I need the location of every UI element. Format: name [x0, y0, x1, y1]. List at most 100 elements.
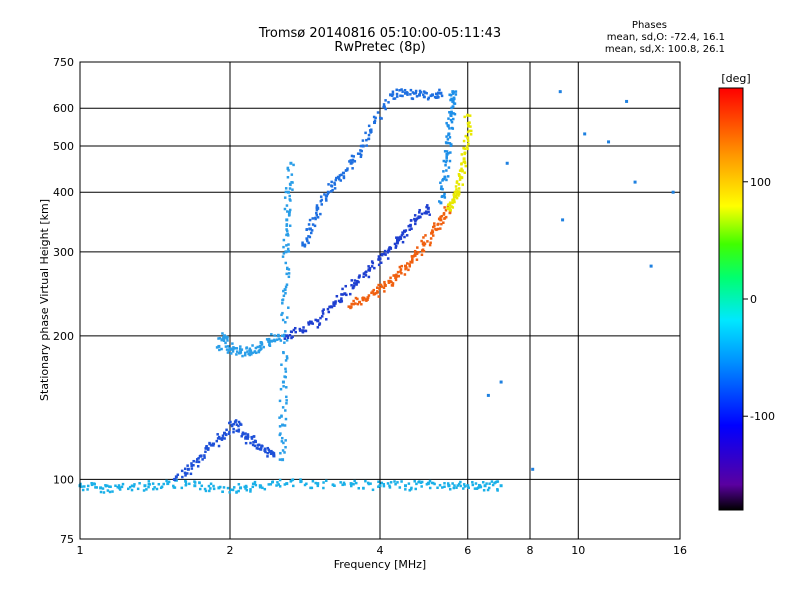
data-point — [249, 441, 252, 445]
data-point — [226, 486, 230, 490]
data-point — [387, 248, 390, 251]
data-point — [453, 484, 456, 487]
data-point — [289, 480, 293, 483]
data-point — [245, 488, 249, 492]
data-point — [208, 489, 211, 493]
data-point — [221, 490, 224, 493]
data-point — [243, 485, 246, 489]
data-point — [190, 464, 193, 468]
data-point — [340, 293, 343, 296]
data-point — [371, 488, 375, 492]
data-point — [280, 363, 283, 366]
data-point — [399, 94, 402, 97]
data-point — [340, 173, 343, 177]
data-point — [244, 441, 248, 445]
data-point — [310, 486, 314, 490]
data-point — [197, 460, 201, 464]
data-point — [263, 487, 267, 491]
data-point — [409, 93, 412, 96]
data-point — [350, 484, 353, 488]
data-point — [442, 177, 446, 181]
data-point — [367, 294, 371, 297]
data-point — [308, 235, 312, 239]
data-point — [490, 480, 494, 483]
data-point — [282, 385, 285, 388]
data-point — [449, 118, 453, 122]
data-point — [316, 216, 320, 219]
data-point — [415, 95, 419, 98]
data-point — [394, 276, 398, 280]
data-point — [278, 399, 282, 403]
data-point — [417, 93, 421, 97]
data-point — [420, 253, 424, 257]
data-point — [233, 420, 237, 424]
data-point — [273, 334, 276, 337]
data-point — [411, 91, 415, 94]
data-point — [231, 488, 235, 492]
data-point — [393, 480, 396, 483]
data-point — [386, 482, 390, 485]
data-point — [455, 190, 459, 194]
data-point — [397, 274, 400, 278]
data-point — [217, 444, 221, 448]
data-point — [379, 116, 382, 120]
data-point — [184, 474, 187, 477]
data-point — [283, 337, 287, 340]
trace-F2-X-yellow — [446, 113, 473, 212]
data-point — [404, 229, 408, 232]
data-point — [167, 480, 171, 484]
data-point — [390, 94, 394, 97]
data-point — [391, 284, 395, 287]
data-point — [334, 300, 337, 303]
data-point — [446, 141, 450, 145]
data-point — [458, 174, 461, 177]
data-point — [393, 274, 396, 277]
data-point — [377, 485, 380, 488]
data-point — [350, 284, 353, 287]
data-point — [496, 489, 499, 492]
data-point — [207, 447, 210, 450]
data-point — [259, 448, 263, 451]
data-point — [444, 163, 447, 167]
data-point — [351, 158, 355, 162]
data-point — [359, 153, 363, 157]
data-point — [464, 134, 467, 138]
data-point — [292, 328, 296, 332]
data-point — [240, 348, 244, 351]
data-point — [127, 487, 130, 491]
data-point — [449, 113, 453, 116]
data-point — [437, 95, 440, 99]
data-point — [275, 484, 278, 487]
data-point — [422, 241, 425, 244]
data-point — [345, 169, 348, 172]
data-point — [441, 486, 444, 489]
data-point — [286, 247, 290, 251]
data-point — [361, 144, 365, 148]
chart-title: Tromsø 20140816 05:10:00-05:11:43 — [258, 26, 502, 41]
data-point — [607, 140, 611, 144]
data-point — [288, 334, 292, 337]
data-point — [210, 444, 213, 447]
data-point — [237, 489, 240, 493]
data-point — [291, 335, 294, 339]
data-point — [391, 93, 395, 96]
colorbar-tick-label: 100 — [750, 176, 771, 189]
data-point — [222, 339, 226, 343]
data-point — [251, 351, 254, 355]
data-point — [487, 486, 491, 490]
data-point — [322, 486, 325, 490]
data-point — [308, 227, 311, 231]
data-point — [448, 488, 452, 491]
data-point — [389, 276, 392, 280]
data-point — [438, 88, 441, 92]
data-point — [303, 483, 307, 487]
data-point — [417, 480, 420, 484]
data-point — [633, 180, 637, 184]
data-point — [285, 233, 288, 237]
data-point — [235, 423, 239, 427]
plot-frame — [79, 61, 681, 540]
data-point — [229, 420, 232, 424]
data-point — [396, 241, 399, 245]
data-point — [410, 227, 413, 231]
